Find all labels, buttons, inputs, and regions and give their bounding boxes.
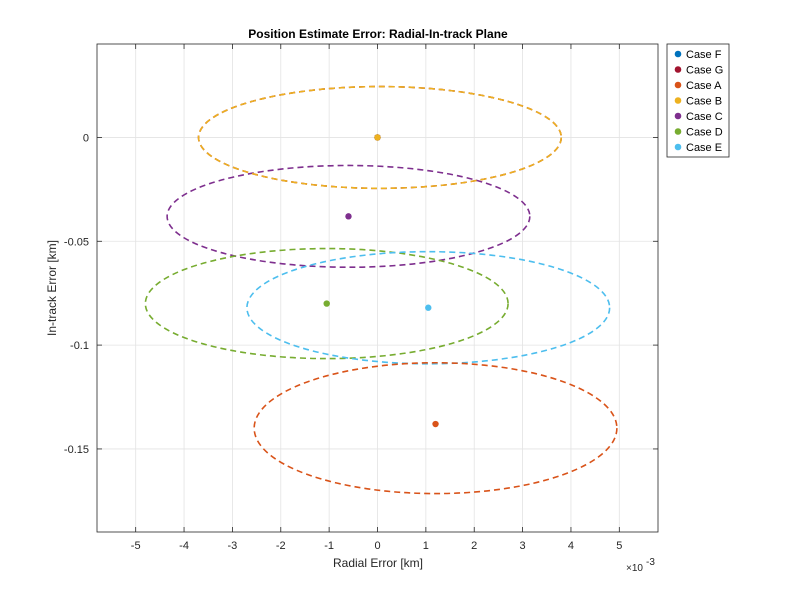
x-tick-label: 5 <box>616 540 622 552</box>
x-tick-label: -3 <box>228 540 238 552</box>
y-axis-label: In-track Error [km] <box>45 240 59 336</box>
legend: Case F Case G Case A Case B Case C Case D Case… <box>666 43 730 158</box>
legend-label-case-a: Case A <box>686 80 722 92</box>
point-case-d <box>323 300 330 307</box>
center-points <box>323 134 439 428</box>
x-tick-label: -4 <box>179 540 189 552</box>
legend-label-case-g: Case G <box>686 65 723 77</box>
point-case-c <box>345 213 352 220</box>
x-tick-label: -1 <box>324 540 334 552</box>
x-tick-label: 0 <box>374 540 380 552</box>
x-exponent-power: -3 <box>646 557 655 568</box>
point-case-a <box>432 420 439 428</box>
y-tick-label: -0.1 <box>70 340 89 352</box>
chart-title: Position Estimate Error: Radial-In-track… <box>248 27 508 41</box>
y-tick-label: 0 <box>83 132 89 144</box>
x-tick-label: -5 <box>131 540 141 552</box>
ellipse-case-b <box>197 85 563 190</box>
y-tick-labels: 0 -0.05 -0.1 -0.15 <box>64 132 89 455</box>
point-case-e <box>425 304 432 311</box>
legend-marker-case-d <box>674 128 682 135</box>
x-tick-label: 2 <box>471 540 477 552</box>
legend-marker-case-c <box>674 112 682 120</box>
legend-marker-case-a <box>674 81 682 89</box>
x-exponent-base: ×10 <box>626 563 643 574</box>
x-tick-label: 1 <box>423 540 429 552</box>
legend-marker-case-e <box>674 143 682 151</box>
y-tick-label: -0.15 <box>64 444 89 456</box>
ellipse-case-a <box>253 361 618 495</box>
x-tick-label: 3 <box>520 540 526 552</box>
legend-label-case-e: Case E <box>686 142 722 154</box>
legend-label-case-b: Case B <box>686 96 722 108</box>
x-tick-label: 4 <box>568 540 574 552</box>
x-axis-label: Radial Error [km] <box>333 556 423 570</box>
ellipse-case-e <box>246 250 611 365</box>
legend-marker-case-g <box>674 66 682 73</box>
legend-marker-case-b <box>674 97 682 104</box>
legend-label-case-f: Case F <box>686 49 722 61</box>
legend-label-case-c: Case C <box>686 111 723 123</box>
ellipse-case-c <box>166 164 531 269</box>
ellipses <box>144 85 618 495</box>
y-tick-label: -0.05 <box>64 236 89 248</box>
ellipse-case-d <box>144 247 509 360</box>
legend-label-case-d: Case D <box>686 127 723 139</box>
legend-marker-case-f <box>674 50 682 58</box>
grid <box>97 44 658 532</box>
x-tick-label: -2 <box>276 540 286 552</box>
point-case-b <box>374 134 381 141</box>
x-tick-labels: -5 -4 -3 -2 -1 0 1 2 3 4 5 <box>131 540 623 552</box>
ticks <box>97 44 658 532</box>
